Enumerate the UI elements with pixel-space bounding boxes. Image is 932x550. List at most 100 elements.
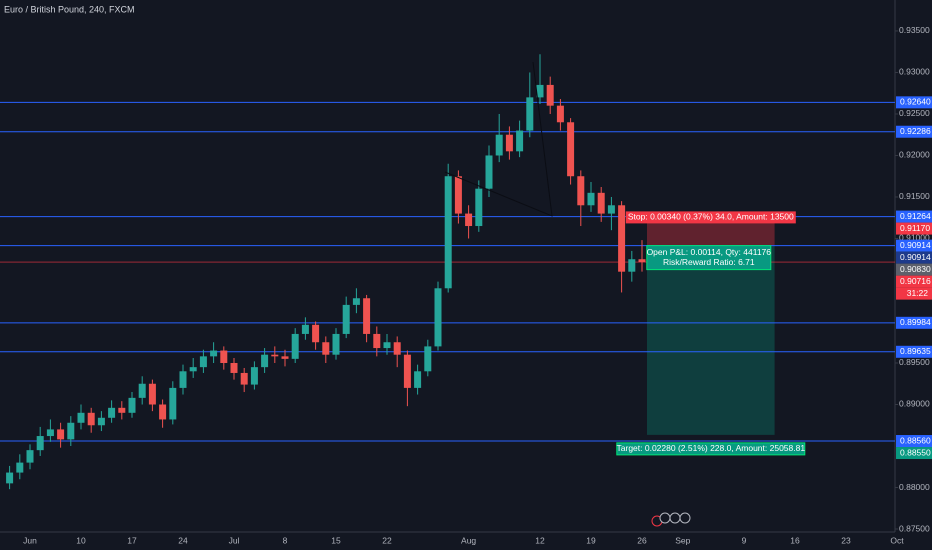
candle-body: [87, 412, 95, 426]
candle-body: [26, 450, 34, 463]
x-tick-label: 12: [535, 535, 545, 545]
ratio-label: Risk/Reward Ratio: 6.71: [663, 257, 755, 267]
x-tick-label: 16: [790, 535, 800, 545]
price-label: 0.89635: [900, 346, 931, 356]
candle-body: [36, 436, 44, 451]
candle-body: [118, 407, 126, 413]
y-tick-label: 0.87500: [899, 523, 930, 533]
candle-body: [148, 383, 156, 405]
candle-body: [261, 354, 269, 368]
x-tick-label: Jul: [229, 535, 240, 545]
x-tick-label: Jun: [23, 535, 37, 545]
candle-body: [638, 259, 646, 263]
y-tick-label: 0.91000: [899, 233, 930, 243]
candle-body: [505, 134, 513, 152]
price-label: 0.90914: [900, 252, 931, 262]
candle-body: [495, 134, 503, 156]
candle-body: [393, 342, 401, 355]
candle-body: [352, 298, 360, 305]
candle-body: [567, 122, 575, 177]
candle-body: [108, 407, 116, 418]
y-tick-label: 0.88000: [899, 482, 930, 492]
price-label: 0.88560: [900, 435, 931, 445]
candle-body: [138, 383, 146, 398]
x-tick-label: 17: [127, 535, 137, 545]
candle-body: [16, 462, 24, 473]
event-icons[interactable]: [651, 512, 691, 527]
candle-body: [240, 372, 248, 385]
x-tick-label: 15: [331, 535, 341, 545]
candle-body: [444, 176, 452, 289]
candle-body: [97, 417, 105, 426]
candle-body: [587, 192, 595, 206]
candle-body: [67, 422, 75, 440]
y-tick-label: 0.89500: [899, 357, 930, 367]
pnl-label: Open P&L: 0.00114, Qty: 441176: [647, 247, 772, 257]
candle-body: [77, 412, 85, 423]
price-label-box: [896, 447, 932, 460]
y-tick-label: 0.91500: [899, 191, 930, 201]
price-label: 0.88550: [900, 447, 931, 457]
candle-body: [281, 356, 289, 359]
price-label-box: [896, 435, 932, 448]
candle-body: [465, 213, 473, 227]
stop-label-box: [625, 211, 796, 224]
candle-body: [526, 97, 534, 131]
candle-body: [373, 333, 381, 349]
price-label-box: [896, 316, 932, 329]
y-tick-label: 0.89000: [899, 399, 930, 409]
plot: [0, 54, 895, 490]
candle-body: [322, 342, 330, 355]
candle-body: [128, 397, 136, 413]
candle-body: [516, 130, 524, 152]
x-tick-label: Oct: [890, 535, 904, 545]
price-label-box: [896, 345, 932, 358]
candle-body: [210, 350, 218, 357]
candle-body: [546, 84, 554, 106]
candle-body: [57, 429, 65, 440]
candle-body: [220, 350, 228, 363]
drawing: [444, 61, 553, 217]
price-label: 0.92286: [900, 126, 931, 136]
x-tick-label: 23: [841, 535, 851, 545]
price-label-box: [896, 275, 932, 288]
x-tick-label: 22: [382, 535, 392, 545]
candle-body: [424, 346, 432, 372]
candle-body: [597, 192, 605, 214]
x-tick-label: 26: [637, 535, 647, 545]
price-label-box: [896, 287, 932, 300]
chart-title: Euro / British Pound, 240, FXCM: [4, 4, 135, 14]
candle-body: [342, 304, 350, 334]
price-label: 31:22: [907, 288, 929, 298]
candle-body: [301, 324, 309, 334]
x-tick-label: 9: [742, 535, 747, 545]
x-tick-label: 24: [178, 535, 188, 545]
candle-body: [485, 155, 493, 189]
target-label-box: [616, 442, 806, 456]
price-label-box: [896, 251, 932, 264]
candle-body: [250, 367, 258, 385]
price-label-box: [896, 239, 932, 252]
candle-body: [230, 362, 238, 373]
candle-body: [6, 472, 14, 484]
candle-body: [332, 333, 340, 355]
x-tick-label: Aug: [461, 535, 476, 545]
y-tick-label: 0.93000: [899, 67, 930, 77]
candle-body: [179, 371, 187, 388]
candle-body: [403, 354, 411, 388]
price-label: 0.90914: [900, 240, 931, 250]
candle-body: [199, 356, 207, 368]
candle-body: [628, 259, 636, 272]
candle-body: [434, 288, 442, 347]
y-tick-label: 0.93500: [899, 25, 930, 35]
x-tick-label: 19: [586, 535, 596, 545]
candle-body: [475, 188, 483, 227]
candle-body: [607, 205, 615, 214]
candle-body: [159, 404, 167, 420]
x-tick-label: Sep: [675, 535, 690, 545]
target-label: Target: 0.02280 (2.51%) 228.0, Amount: 2…: [617, 443, 806, 453]
candle-body: [363, 298, 371, 334]
price-label: 0.90830: [900, 264, 931, 274]
